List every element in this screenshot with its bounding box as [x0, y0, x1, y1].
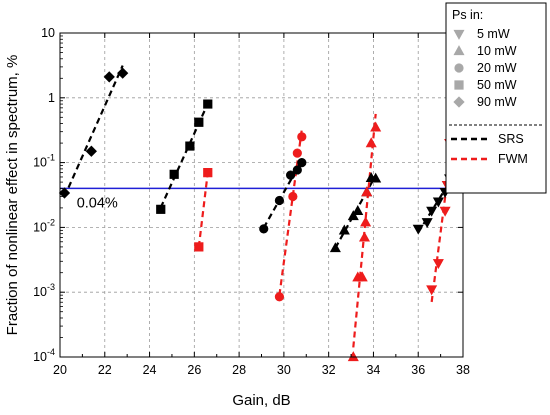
y-tick-label: 1	[48, 91, 55, 105]
legend-entry-label: 90 mW	[477, 95, 517, 109]
data-point-triangle-up	[360, 216, 372, 227]
data-point-circle	[292, 165, 302, 175]
data-point-circle	[297, 132, 307, 142]
x-tick-label: 22	[98, 363, 112, 377]
data-point-circle	[297, 158, 307, 168]
legend-entry-label: 5 mW	[477, 27, 510, 41]
data-point-triangle-up	[347, 351, 359, 362]
threshold-label: 0.04%	[77, 195, 118, 211]
data-point-triangle-down	[432, 259, 444, 270]
x-tick-label: 30	[277, 363, 291, 377]
data-point-triangle-up	[361, 186, 373, 197]
data-point-triangle-up	[370, 121, 382, 132]
fit-lines	[63, 65, 451, 348]
legend-line-label: SRS	[498, 132, 524, 146]
data-point-triangle-up	[338, 224, 350, 235]
data-point-square	[203, 99, 213, 109]
data-point-circle	[259, 224, 269, 234]
x-tick-label: 34	[366, 363, 380, 377]
data-point-diamond	[117, 67, 129, 79]
data-point-triangle-down	[426, 206, 438, 217]
data-point-diamond	[58, 187, 71, 199]
fit-line-fwm	[278, 129, 303, 296]
data-point-triangle-down	[426, 285, 438, 296]
fit-line-fwm	[430, 162, 451, 303]
x-axis-title: Gain, dB	[232, 392, 290, 409]
legend-marker-square	[454, 80, 464, 90]
data-point-square	[203, 168, 213, 178]
y-tick-label: 10-1	[33, 153, 55, 170]
fit-line-srs	[63, 65, 124, 198]
legend-title: Ps in:	[452, 8, 483, 22]
axis-ticks: 20 22 24 26 28 30 32 34 36 38 10 1 10-1 10-2 10-3 10-4	[33, 26, 470, 377]
data-point-diamond	[103, 71, 115, 83]
legend-line-label: FWM	[498, 152, 528, 166]
legend-marker-circle	[454, 63, 464, 73]
legend-marker-triangle-up	[453, 45, 465, 56]
y-tick-label: 10	[41, 26, 55, 40]
legend-marker-triangle-down	[453, 29, 465, 40]
y-tick-label: 10-3	[33, 282, 55, 299]
y-axis-title: Fraction of nonlinear effect in spectrum…	[4, 55, 21, 336]
y-tick-label: 10-4	[33, 347, 55, 364]
data-point-triangle-up	[365, 137, 377, 148]
x-tick-label: 32	[322, 363, 336, 377]
data-point-square	[169, 169, 179, 179]
data-point-triangle-up	[352, 205, 364, 215]
data-point-circle	[288, 191, 298, 202]
plot-frame	[59, 32, 464, 358]
y-tick-label: 10-2	[33, 217, 55, 234]
data-point-circle	[292, 148, 302, 158]
grid	[59, 32, 464, 358]
x-tick-label: 28	[232, 363, 246, 377]
data-point-triangle-down	[439, 206, 451, 217]
data-point-triangle-up	[358, 231, 370, 242]
fit-line-fwm	[197, 172, 209, 248]
data-point-triangle-up	[356, 271, 368, 282]
data-point-square	[194, 242, 204, 252]
legend-entry-label: 10 mW	[477, 44, 517, 58]
fit-line-fwm	[352, 113, 377, 348]
data-point-circle	[286, 170, 296, 180]
legend-entry-label: 20 mW	[477, 61, 517, 75]
legend-marker-diamond	[453, 96, 465, 108]
data-point-triangle-up	[347, 210, 359, 221]
x-tick-label: 36	[411, 363, 425, 377]
legend: Ps in: 5 mW 10 mW 20 mW 50 mW 90 mW SRS FWM	[445, 2, 547, 194]
data-point-triangle-down	[421, 218, 433, 229]
x-tick-label: 20	[53, 363, 67, 377]
data-point-triangle-down	[432, 197, 444, 208]
data-point-square	[156, 204, 166, 214]
legend-entry-label: 50 mW	[477, 78, 517, 92]
data-markers	[58, 67, 456, 362]
data-point-triangle-up	[370, 172, 382, 183]
legend-box	[445, 2, 547, 194]
data-point-circle	[274, 292, 285, 302]
data-point-square	[194, 117, 204, 127]
data-point-diamond	[85, 145, 97, 157]
x-tick-label: 26	[187, 363, 201, 377]
data-point-circle	[274, 195, 285, 206]
data-point-square	[185, 141, 195, 151]
data-point-triangle-down	[412, 224, 424, 235]
x-tick-label: 38	[456, 363, 470, 377]
x-tick-label: 24	[143, 363, 157, 377]
data-point-triangle-up	[329, 242, 341, 253]
